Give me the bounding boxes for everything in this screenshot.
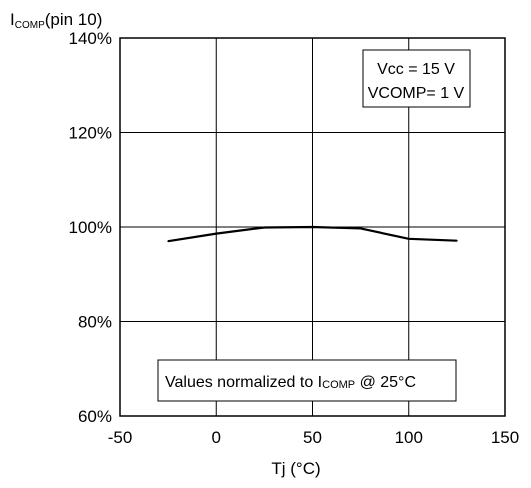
y-tick-label: 60%	[78, 407, 112, 426]
x-tick-label: 50	[303, 428, 322, 447]
plot-frame	[119, 37, 506, 417]
series-group	[167, 225, 458, 243]
conditions-box: Vcc = 15 V VCOMP= 1 V	[362, 49, 471, 108]
x-tick-label: -50	[108, 428, 133, 447]
x-axis-label: Tj (°C)	[271, 459, 320, 478]
condition-vcomp: VCOMP= 1 V	[368, 85, 465, 102]
y-tick-label: 100%	[69, 218, 112, 237]
data-point	[263, 226, 266, 229]
x-tick-label: 0	[212, 428, 221, 447]
data-point	[215, 232, 218, 235]
data-point	[407, 238, 410, 240]
data-point	[359, 227, 362, 230]
condition-vcc: Vcc = 15 V	[377, 61, 455, 78]
data-point	[456, 239, 458, 242]
normalization-note: Values normalized to ICOMP @ 25°C	[165, 374, 416, 391]
y-tick-label: 120%	[69, 124, 112, 143]
x-tick-label: 150	[491, 428, 519, 447]
y-tick-label: 80%	[78, 313, 112, 332]
y-axis-label: ICOMP(pin 10)	[10, 10, 102, 31]
y-tick-label: 140%	[69, 29, 112, 48]
x-tick-labels: -50 0 50 100 150	[108, 428, 519, 447]
data-point	[311, 226, 314, 228]
normalization-note-box: Values normalized to ICOMP @ 25°C	[157, 359, 457, 402]
y-tick-labels: 60% 80% 100% 120% 140%	[69, 29, 112, 426]
data-point	[167, 240, 169, 242]
x-tick-label: 100	[395, 428, 423, 447]
